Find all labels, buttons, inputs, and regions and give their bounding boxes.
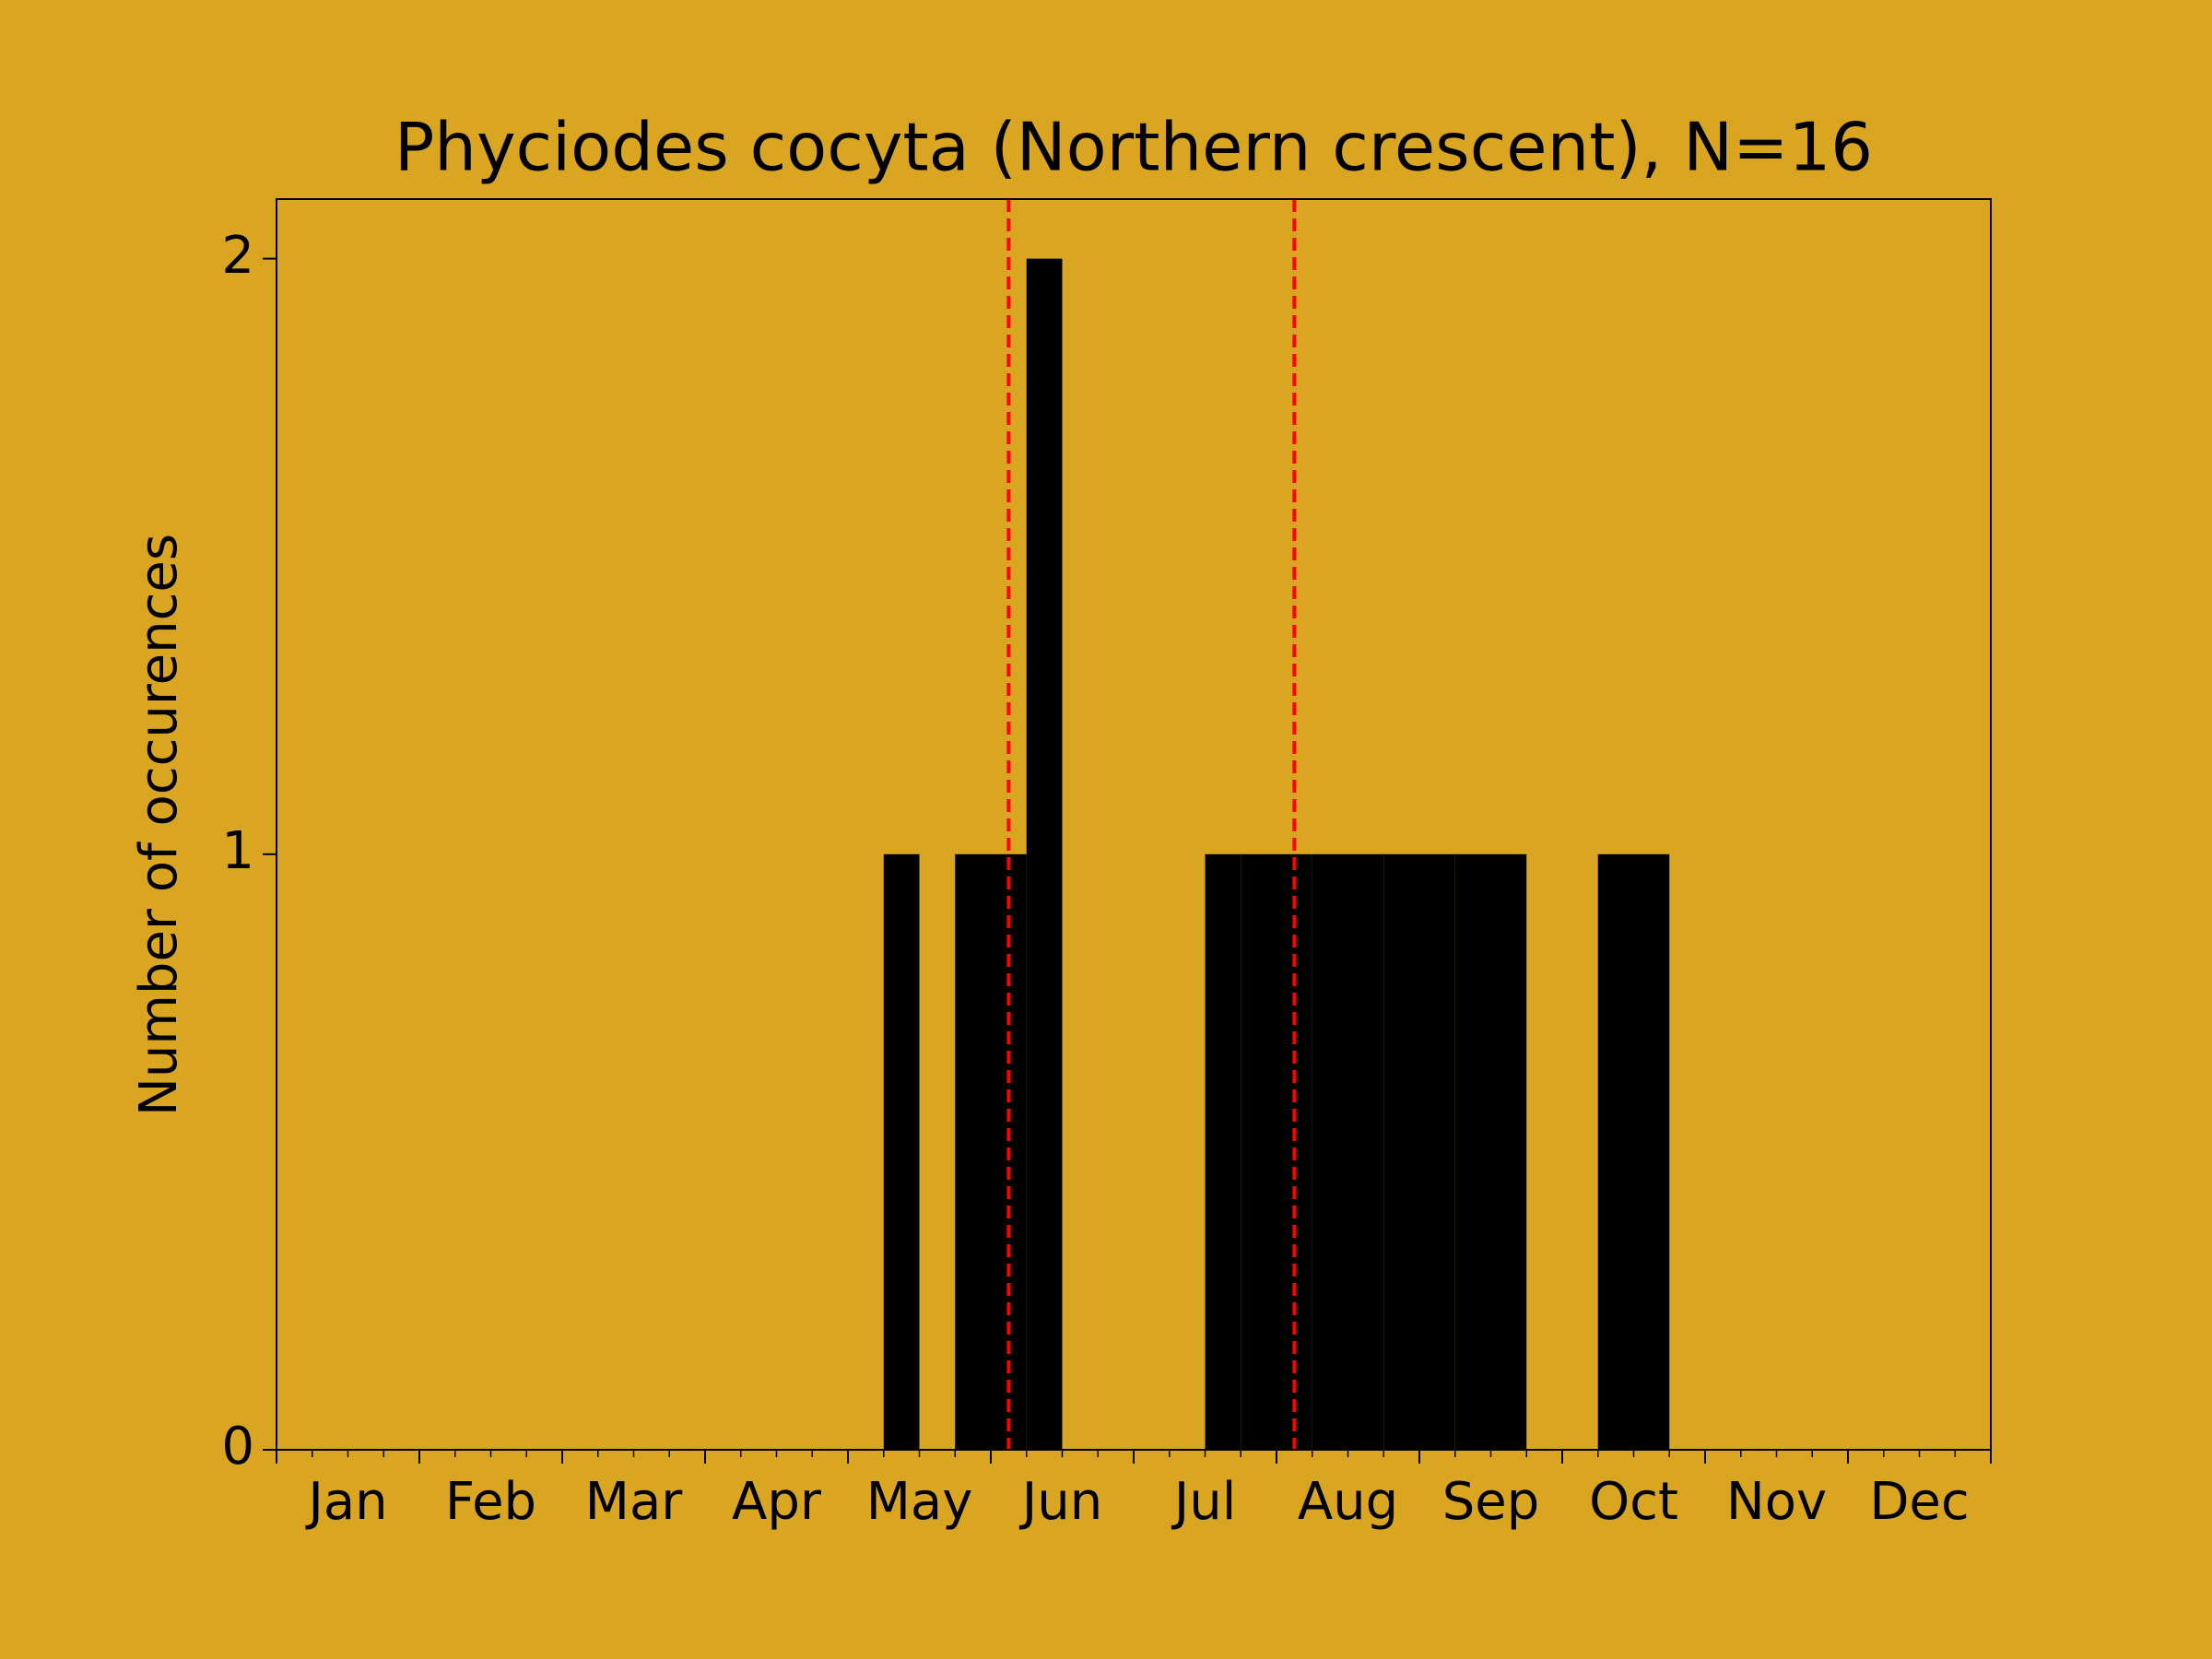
- x-tick-label: Apr: [732, 1472, 822, 1532]
- x-tick-label: Jan: [305, 1472, 387, 1532]
- bar: [1633, 853, 1670, 1450]
- chart-title: Phyciodes cocyta (Northern crescent), N=…: [394, 109, 1873, 186]
- y-axis-label: Number of occurences: [129, 534, 189, 1116]
- bar: [1312, 853, 1348, 1450]
- bar: [955, 853, 991, 1450]
- bar: [1419, 853, 1455, 1450]
- x-tick-label: Aug: [1298, 1472, 1398, 1532]
- x-tick-label: Jun: [1019, 1472, 1103, 1532]
- y-tick-label: 2: [221, 226, 254, 286]
- y-tick-label: 1: [221, 821, 254, 881]
- bar: [1454, 853, 1491, 1450]
- bar: [1026, 258, 1063, 1451]
- x-tick-label: Feb: [445, 1472, 536, 1532]
- bar: [1597, 853, 1634, 1450]
- x-tick-label: Sep: [1442, 1472, 1540, 1532]
- x-tick-label: Jul: [1171, 1472, 1237, 1532]
- bar: [1241, 853, 1277, 1450]
- x-tick-label: Mar: [585, 1472, 684, 1532]
- bar: [1383, 853, 1419, 1450]
- bar: [1490, 853, 1527, 1450]
- y-tick-label: 0: [221, 1417, 254, 1477]
- bar: [1205, 853, 1241, 1450]
- x-tick-label: Oct: [1589, 1472, 1678, 1532]
- bar: [1347, 853, 1384, 1450]
- bar: [883, 853, 920, 1450]
- x-tick-label: May: [866, 1472, 973, 1532]
- x-tick-label: Dec: [1869, 1472, 1969, 1532]
- x-tick-label: Nov: [1726, 1472, 1827, 1532]
